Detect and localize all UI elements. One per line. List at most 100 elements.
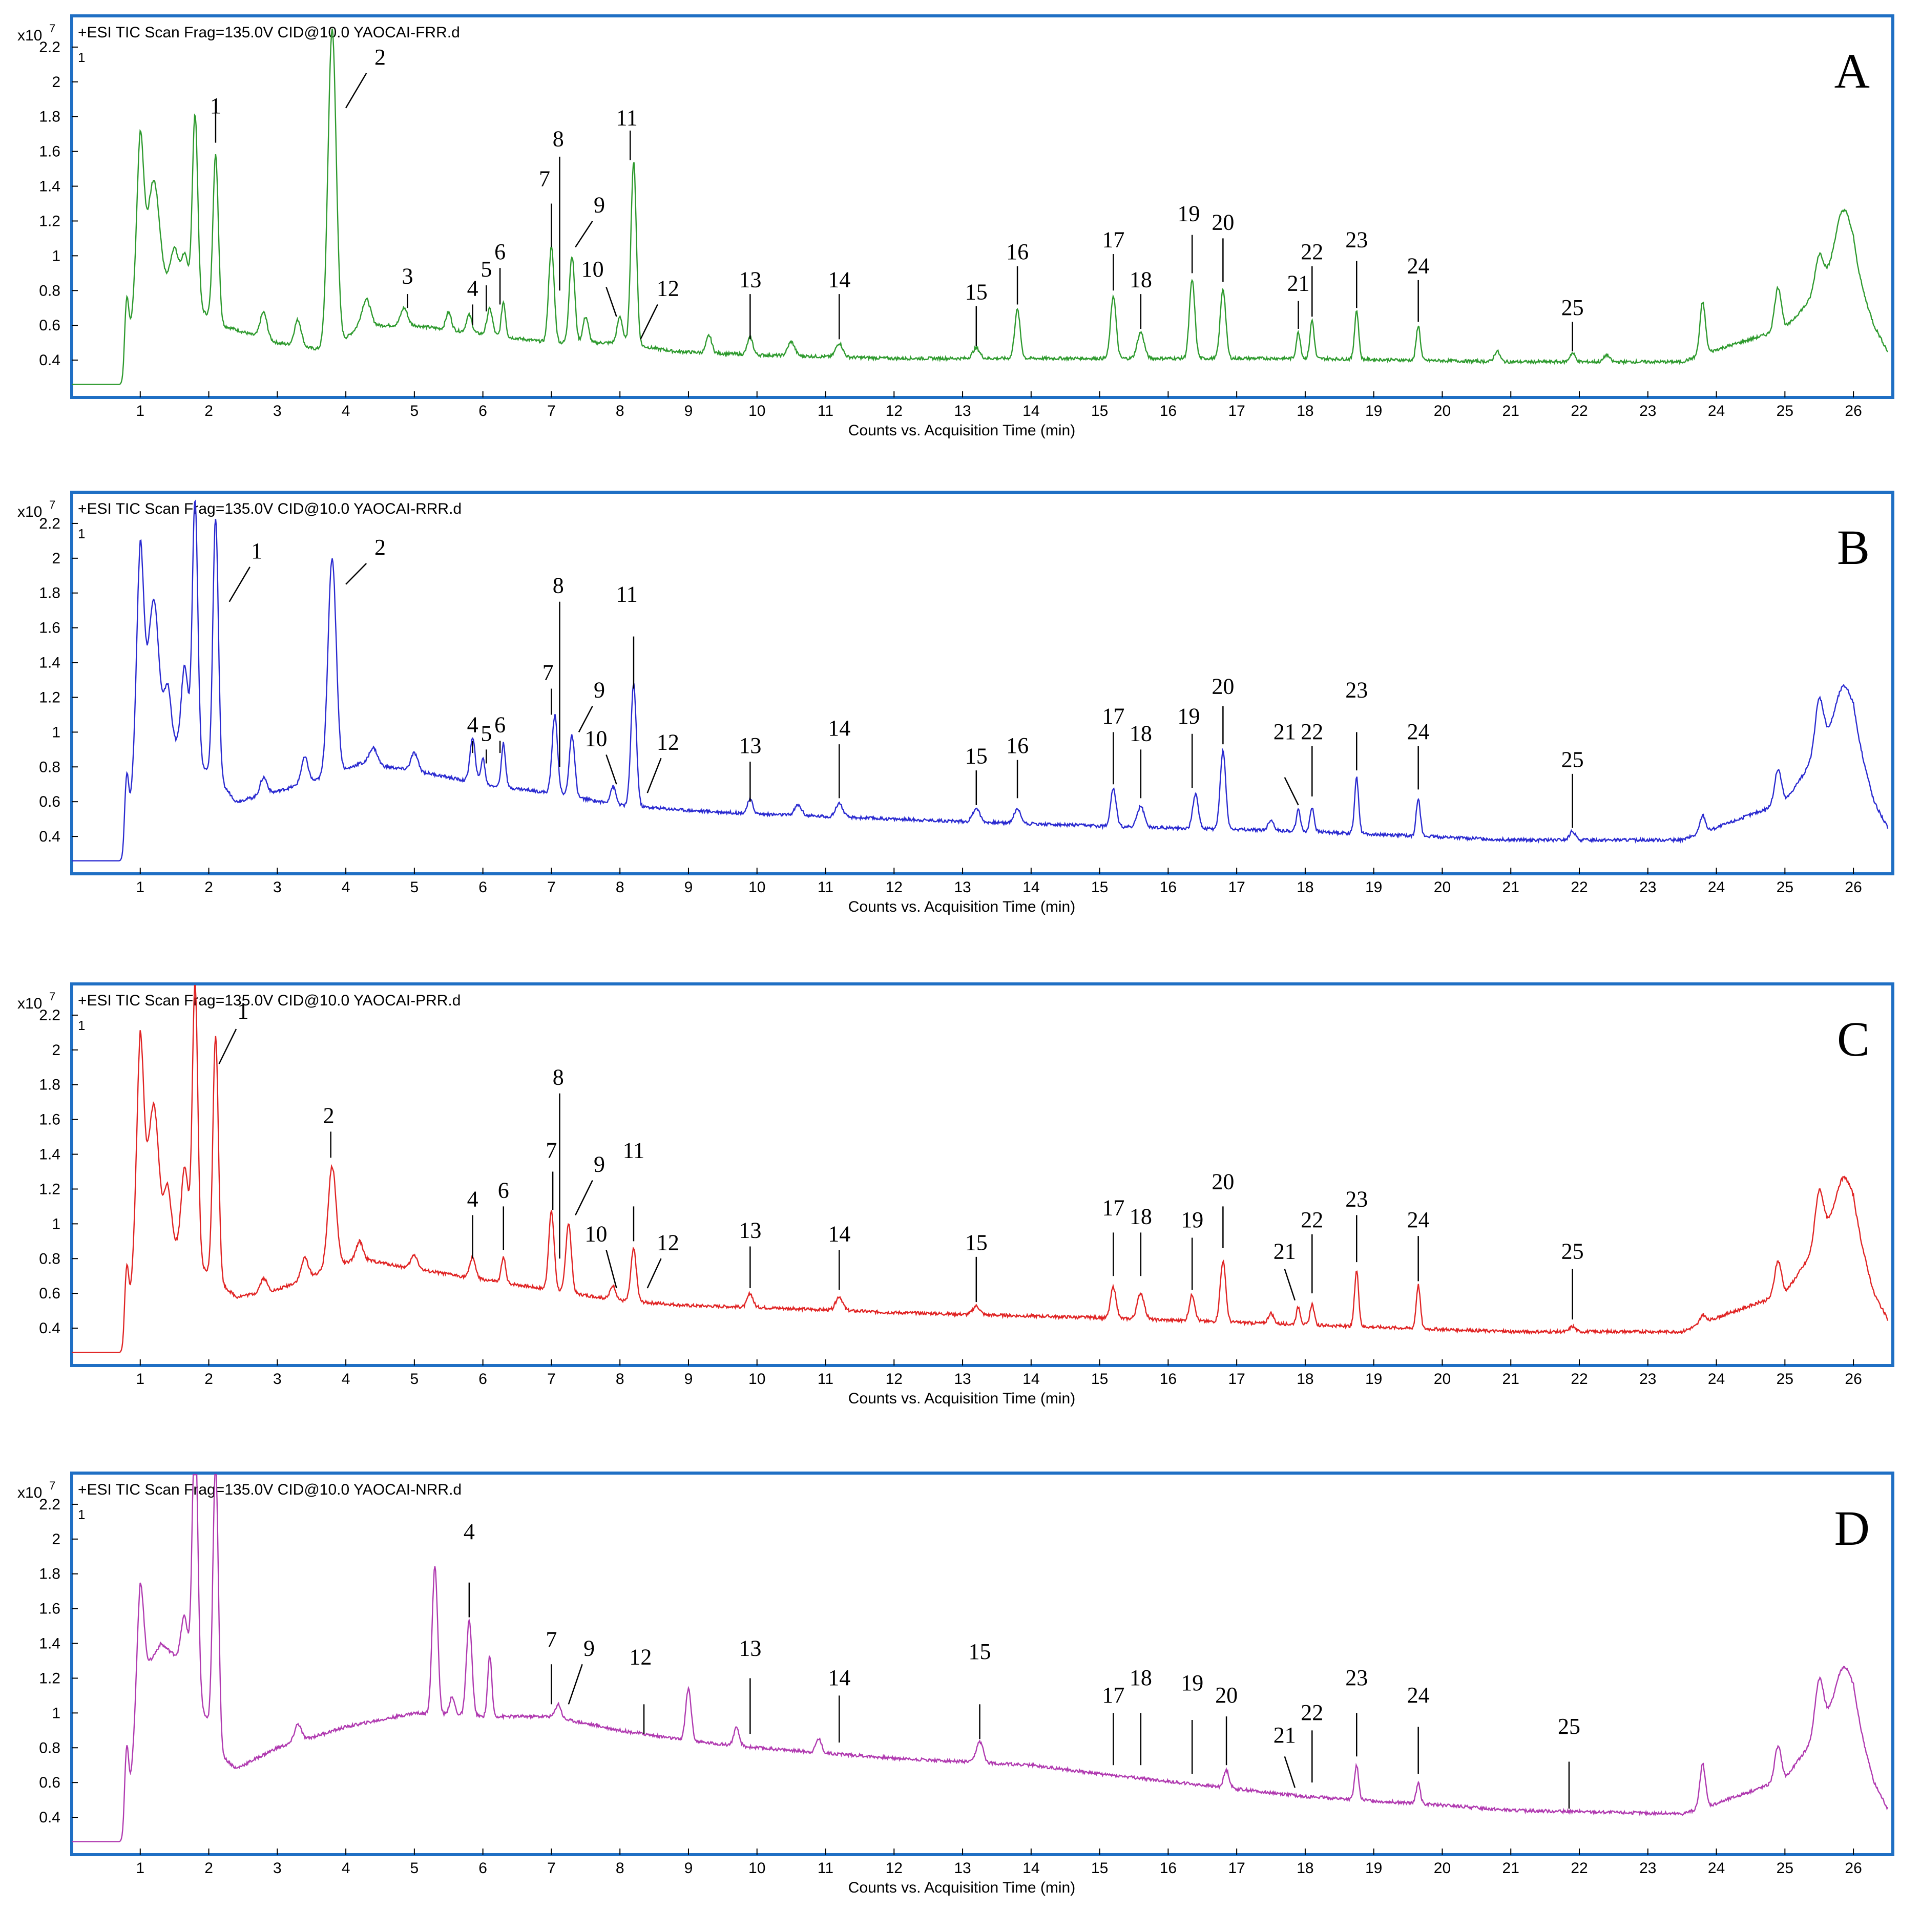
x-tick-label: 13 bbox=[954, 1860, 971, 1877]
x-tick-label: 24 bbox=[1708, 1371, 1725, 1388]
x-tick-label: 18 bbox=[1297, 1371, 1313, 1388]
panel-frame bbox=[70, 491, 1894, 875]
panel-title: +ESI TIC Scan Frag=135.0V CID@10.0 YAOCA… bbox=[78, 500, 462, 517]
peak-label-1: 1 bbox=[251, 538, 262, 563]
y-tick-label: 1 bbox=[52, 247, 60, 264]
x-tick-label: 1 bbox=[136, 879, 144, 896]
x-tick-label: 20 bbox=[1434, 1371, 1451, 1388]
peak-marker-line bbox=[646, 1258, 662, 1289]
peak-label-8: 8 bbox=[553, 573, 564, 598]
x-tick-label: 6 bbox=[478, 1860, 487, 1877]
x-tick-label: 24 bbox=[1708, 403, 1725, 419]
x-tick-label: 7 bbox=[547, 1371, 556, 1388]
x-tick-label: 11 bbox=[818, 1371, 833, 1388]
x-tick-label: 21 bbox=[1502, 403, 1519, 419]
peak-label-12: 12 bbox=[657, 729, 679, 754]
x-tick-label: 4 bbox=[342, 403, 350, 419]
x-axis-label: Counts vs. Acquisition Time (min) bbox=[848, 1879, 1075, 1896]
peak-marker-line bbox=[605, 754, 617, 785]
x-tick-label: 4 bbox=[342, 1860, 350, 1877]
peak-label-3: 3 bbox=[402, 264, 413, 289]
peak-label-7: 7 bbox=[546, 1627, 557, 1652]
y-tick-label: 1.6 bbox=[39, 1601, 60, 1618]
y-tick-label: 1.8 bbox=[39, 1077, 60, 1094]
peak-marker-line bbox=[228, 566, 250, 602]
peak-marker-line bbox=[1284, 1269, 1296, 1301]
peak-label-10: 10 bbox=[584, 1221, 607, 1246]
y-exponent-power: 7 bbox=[49, 22, 55, 35]
peak-label-15: 15 bbox=[969, 1639, 991, 1664]
x-tick-label: 3 bbox=[273, 403, 282, 419]
x-tick-label: 13 bbox=[954, 1371, 971, 1388]
y-tick-label: 1.6 bbox=[39, 143, 60, 160]
peak-label-20: 20 bbox=[1212, 1169, 1234, 1194]
peak-label-1: 1 bbox=[210, 93, 221, 118]
x-tick-label: 25 bbox=[1777, 403, 1793, 419]
peak-label-5: 5 bbox=[481, 721, 492, 746]
x-tick-label: 14 bbox=[1022, 403, 1039, 419]
x-tick-label: 5 bbox=[410, 1371, 419, 1388]
x-tick-label: 17 bbox=[1228, 1860, 1245, 1877]
peak-label-10: 10 bbox=[581, 257, 604, 282]
y-tick-label: 1.8 bbox=[39, 109, 60, 125]
x-tick-label: 23 bbox=[1639, 1371, 1656, 1388]
panel-d: +ESI TIC Scan Frag=135.0V CID@10.0 YAOCA… bbox=[17, 1472, 1894, 1896]
peak-label-21: 21 bbox=[1273, 1723, 1296, 1748]
x-tick-label: 11 bbox=[818, 1860, 833, 1877]
peak-marker-line bbox=[568, 1664, 583, 1705]
peak-label-9: 9 bbox=[594, 677, 605, 702]
peak-label-9: 9 bbox=[594, 192, 605, 217]
x-tick-label: 25 bbox=[1777, 1860, 1793, 1877]
x-tick-label: 9 bbox=[684, 403, 693, 419]
peak-label-16: 16 bbox=[1006, 733, 1029, 758]
x-tick-label: 22 bbox=[1571, 1371, 1588, 1388]
trace-id: 1 bbox=[78, 50, 85, 65]
y-exponent-label: x10 bbox=[17, 1484, 42, 1501]
x-tick-label: 21 bbox=[1502, 1860, 1519, 1877]
peak-label-17: 17 bbox=[1102, 1683, 1124, 1708]
x-tick-label: 5 bbox=[410, 879, 419, 896]
peak-label-11: 11 bbox=[623, 1138, 644, 1163]
x-tick-label: 11 bbox=[818, 403, 833, 419]
y-tick-label: 0.6 bbox=[39, 1285, 60, 1302]
x-axis-label: Counts vs. Acquisition Time (min) bbox=[848, 422, 1075, 439]
peak-marker-line bbox=[605, 1249, 617, 1289]
peak-marker-line bbox=[345, 73, 367, 109]
peak-label-8: 8 bbox=[553, 126, 564, 151]
peak-label-14: 14 bbox=[828, 1665, 850, 1690]
peak-label-15: 15 bbox=[965, 743, 988, 768]
y-exponent-power: 7 bbox=[49, 1479, 55, 1492]
x-tick-label: 8 bbox=[616, 1371, 624, 1388]
x-tick-label: 8 bbox=[616, 879, 624, 896]
y-tick-label: 2.2 bbox=[39, 1007, 60, 1024]
x-tick-label: 10 bbox=[748, 1371, 765, 1388]
trace-id: 1 bbox=[78, 1018, 85, 1033]
peak-label-21: 21 bbox=[1273, 719, 1296, 744]
y-tick-label: 1.2 bbox=[39, 213, 60, 229]
peak-label-19: 19 bbox=[1178, 703, 1200, 728]
y-tick-label: 0.4 bbox=[39, 828, 60, 845]
x-tick-label: 12 bbox=[886, 1371, 903, 1388]
peak-label-5: 5 bbox=[481, 257, 492, 282]
x-tick-label: 6 bbox=[478, 1371, 487, 1388]
x-tick-label: 23 bbox=[1639, 879, 1656, 896]
y-tick-label: 0.6 bbox=[39, 317, 60, 334]
x-tick-label: 18 bbox=[1297, 879, 1313, 896]
x-tick-label: 23 bbox=[1639, 403, 1656, 419]
y-tick-label: 0.8 bbox=[39, 759, 60, 775]
peak-label-24: 24 bbox=[1407, 253, 1430, 278]
x-tick-label: 20 bbox=[1434, 879, 1451, 896]
x-tick-label: 14 bbox=[1022, 879, 1039, 896]
x-tick-label: 7 bbox=[547, 403, 556, 419]
x-tick-label: 10 bbox=[748, 1860, 765, 1877]
x-tick-label: 22 bbox=[1571, 1860, 1588, 1877]
peak-label-15: 15 bbox=[965, 1230, 988, 1255]
x-tick-label: 18 bbox=[1297, 403, 1313, 419]
y-tick-label: 0.6 bbox=[39, 1774, 60, 1791]
x-tick-label: 9 bbox=[684, 879, 693, 896]
x-tick-label: 3 bbox=[273, 879, 282, 896]
peak-label-21: 21 bbox=[1287, 270, 1310, 296]
peak-label-1: 1 bbox=[237, 999, 248, 1024]
peak-marker-line bbox=[218, 1028, 237, 1064]
x-tick-label: 17 bbox=[1228, 403, 1245, 419]
